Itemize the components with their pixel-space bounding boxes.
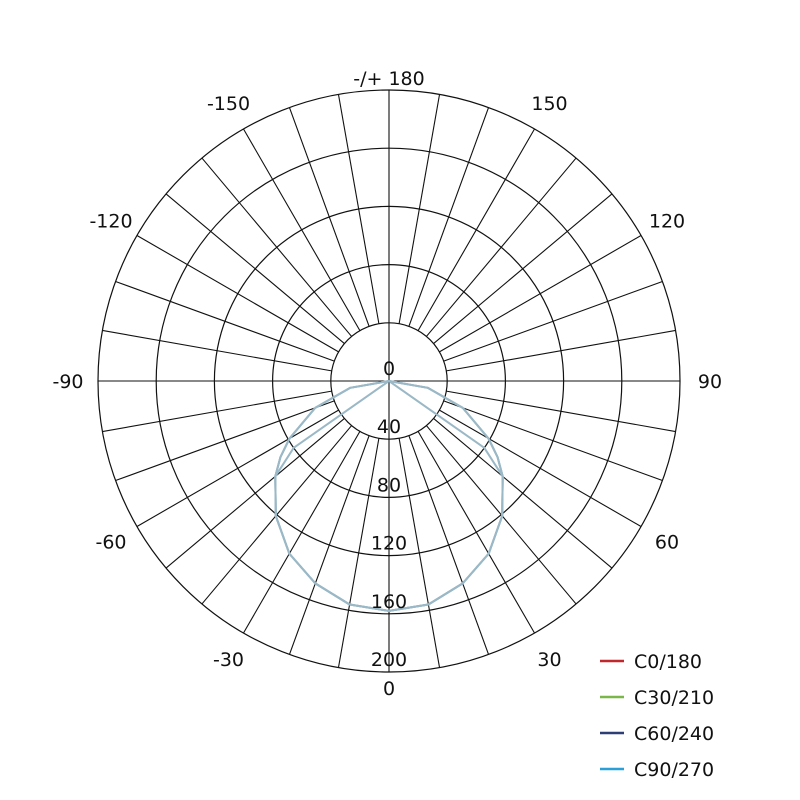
grid-ring [213,205,565,557]
grid-ring [330,322,448,440]
legend-label: C30/210 [634,687,714,709]
grid-ring [97,89,681,673]
radial-tick-label: 40 [377,416,401,438]
grid-ring [155,147,623,615]
angle-label: -30 [213,649,244,671]
angle-label: 150 [531,93,567,115]
angle-label: 90 [698,371,722,393]
angle-label: -60 [95,532,126,554]
radial-tick-label: 120 [371,533,407,555]
angle-label: 120 [649,211,685,233]
radial-tick-label: 0 [383,358,395,380]
radial-tick-label: 80 [377,474,401,496]
angle-label: 30 [537,649,561,671]
angle-label: 60 [655,532,679,554]
angle-label: -90 [52,371,83,393]
angle-label: -/+ 180 [353,68,424,90]
angle-label: 0 [383,678,395,700]
legend-label: C90/270 [634,759,714,781]
radial-tick-label: 160 [371,591,407,613]
radial-tick-label: 200 [371,649,407,671]
angle-label: -120 [89,211,132,233]
angle-label: -150 [207,93,250,115]
legend-label: C0/180 [634,651,702,673]
series-curve-C90-270 [274,380,504,612]
legend-label: C60/240 [634,723,714,745]
grid-ring [272,264,507,499]
